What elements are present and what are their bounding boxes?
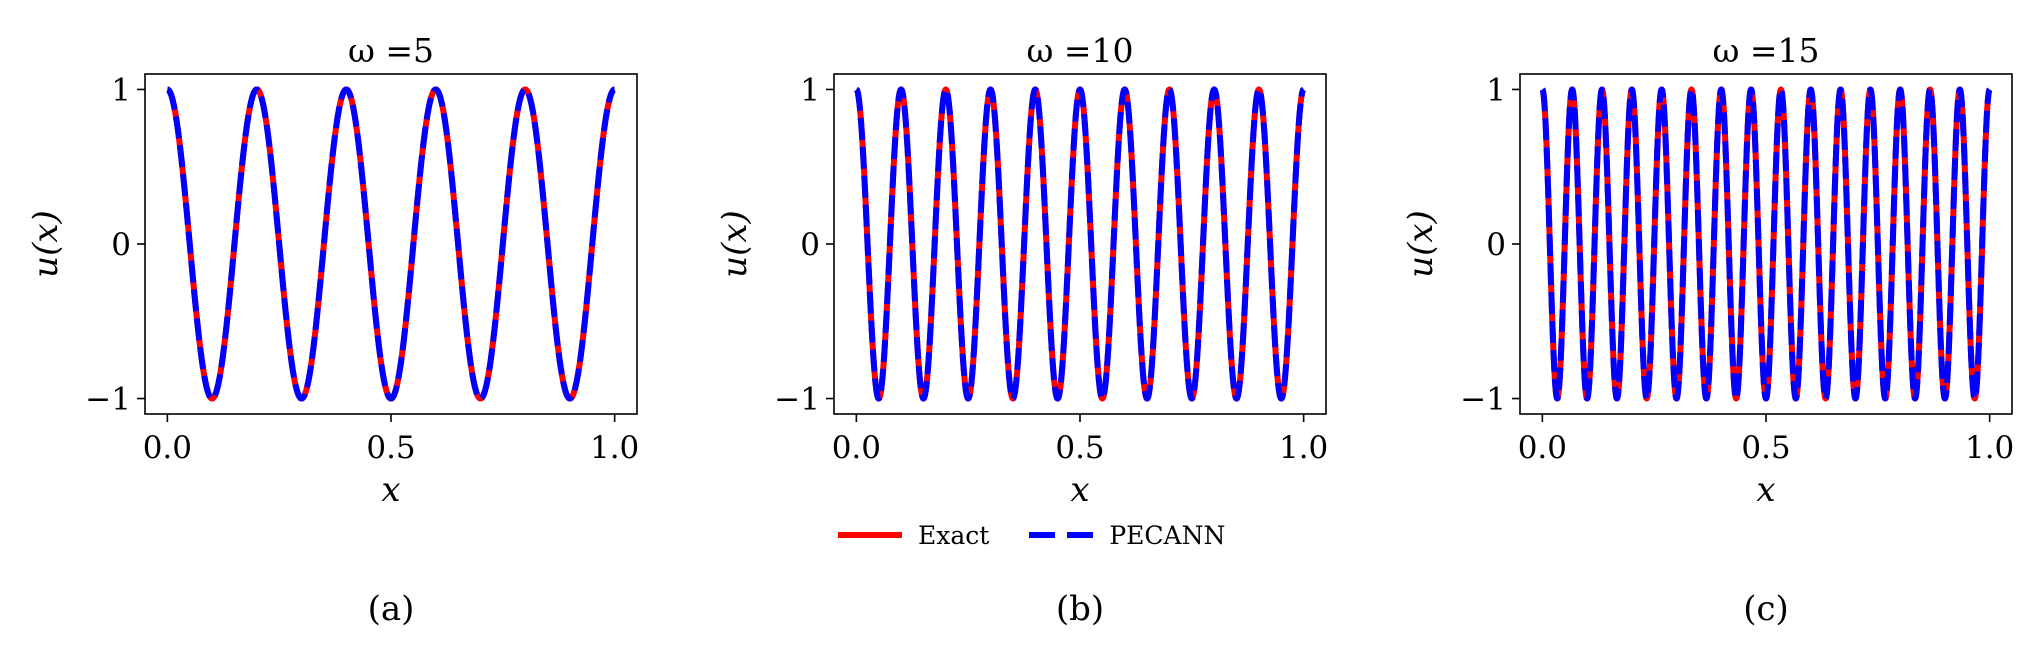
x-tick-label: 0.5 [1741, 430, 1790, 466]
series-line-pecann [853, 86, 1307, 402]
legend: Exact PECANN [838, 515, 1265, 555]
chart-title: ω =5 [348, 31, 434, 70]
x-axis-label: x [1070, 470, 1089, 510]
y-tick-label: 0 [1486, 227, 1506, 263]
y-tick-label: −1 [774, 382, 820, 418]
series-line-pecann [164, 86, 618, 402]
y-tick-label: 1 [111, 72, 131, 108]
legend-swatch-exact [838, 532, 902, 538]
chart-title: ω =10 [1026, 31, 1133, 70]
chart-panel-1: 0.0 0.5 1.0 −1 0 1 ω =5 x u(x) (a) [26, 31, 639, 629]
x-tick-label: 0.5 [1055, 430, 1104, 466]
series-line-exact [853, 86, 1307, 402]
y-axis-label: u(x) [715, 210, 755, 278]
axes-frame [144, 73, 638, 415]
x-tick-label: 1.0 [1279, 430, 1328, 466]
x-axis-label: x [1756, 470, 1775, 510]
y-tick-label: 0 [111, 227, 131, 263]
legend-swatch-pecann [1029, 532, 1094, 538]
x-tick-label: 0.0 [1518, 430, 1567, 466]
x-axis-label: x [381, 470, 400, 510]
legend-item-exact: Exact [838, 521, 989, 550]
x-tick-label: 1.0 [590, 430, 639, 466]
y-tick-label: 1 [1486, 72, 1506, 108]
legend-label-exact: Exact [918, 520, 990, 550]
y-tick-label: 0 [800, 227, 820, 263]
panel-caption: (a) [368, 589, 415, 629]
legend-label-pecann: PECANN [1109, 520, 1226, 550]
panel-caption: (c) [1743, 589, 1789, 629]
chart-panel-3: 0.0 0.5 1.0 −1 0 1 ω =15 x u(x) (c) [1401, 31, 2014, 629]
y-tick-label: 1 [800, 72, 820, 108]
panel-caption: (b) [1056, 589, 1104, 629]
series-line-pecann [1539, 86, 1993, 402]
x-tick-label: 0.5 [366, 430, 415, 466]
y-tick-label: −1 [1460, 382, 1506, 418]
chart-panel-2: 0.0 0.5 1.0 −1 0 1 ω =10 x u(x) (b) [715, 31, 1328, 629]
y-axis-label: u(x) [26, 210, 66, 278]
y-axis-label: u(x) [1401, 210, 1441, 278]
y-tick-label: −1 [85, 382, 131, 418]
chart-title: ω =15 [1712, 31, 1819, 70]
x-tick-label: 1.0 [1965, 430, 2014, 466]
legend-item-pecann: PECANN [1029, 521, 1225, 550]
x-tick-label: 0.0 [143, 430, 192, 466]
x-tick-label: 0.0 [832, 430, 881, 466]
